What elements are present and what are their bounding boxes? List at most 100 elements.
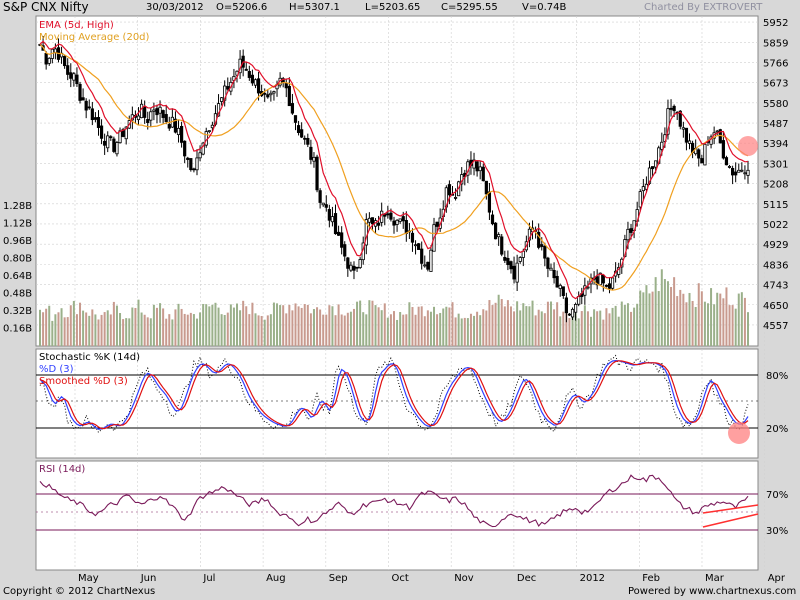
x-tick-label: Jun (140, 573, 157, 584)
candle-body (158, 106, 162, 114)
volume-bar (312, 309, 315, 346)
candle-body (96, 117, 101, 128)
candle-body (558, 284, 562, 289)
volume-bar (626, 303, 629, 346)
volume-bar (737, 293, 740, 346)
volume-bar (205, 304, 208, 346)
volume-bar (365, 314, 368, 346)
candle-body (146, 119, 150, 123)
candle-body (447, 184, 452, 196)
rsi-legend: RSI (14d) (39, 464, 85, 475)
stoch-highlight-marker (728, 422, 750, 444)
volume-bar (399, 312, 402, 346)
volume-bar (214, 302, 217, 346)
volume-bar (162, 308, 165, 346)
volume-bar (473, 315, 476, 346)
candle-body (453, 197, 458, 199)
volume-bar (500, 299, 503, 346)
candle-body (395, 219, 399, 225)
volume-bar (488, 300, 491, 346)
volume-bar (509, 306, 512, 346)
volume-bar (685, 302, 688, 346)
candle-body (734, 171, 738, 176)
volume-bar (436, 314, 439, 346)
candle-body (290, 103, 295, 114)
volume-bar (568, 318, 571, 346)
candle-body (349, 264, 353, 271)
price-panel (35, 15, 759, 347)
candle-body (687, 140, 692, 144)
volume-bar (226, 312, 229, 346)
volume-bar (516, 301, 519, 346)
volume-bar (343, 315, 346, 346)
candle-body (189, 158, 193, 171)
volume-bar (42, 312, 45, 346)
candle-body (420, 248, 424, 264)
volume-bar (574, 313, 577, 346)
candle-body (512, 265, 516, 280)
candle-body (106, 135, 110, 149)
volume-bar (245, 306, 248, 346)
volume-bar (257, 315, 260, 346)
candle-body (654, 160, 658, 168)
rsi-panel (35, 460, 759, 571)
volume-bar (137, 299, 140, 346)
candle-body (226, 86, 230, 90)
candle-body (201, 142, 205, 155)
candle-body (518, 257, 522, 262)
volume-bar (605, 308, 608, 346)
volume-bar (91, 309, 94, 346)
candle-body (66, 65, 70, 75)
candle-body (429, 249, 433, 272)
x-tick-label: Feb (642, 573, 660, 584)
volume-bar (396, 319, 399, 346)
volume-bar (691, 300, 694, 346)
volume-bar (66, 317, 69, 346)
price-tick-label: 5487 (763, 119, 788, 130)
volume-bar (525, 306, 528, 346)
candle-body (90, 108, 94, 121)
rsi-70-label: 70% (766, 490, 788, 501)
volume-bar (146, 317, 149, 346)
stoch-80-label: 80% (766, 371, 788, 382)
volume-bar (328, 305, 331, 346)
candle-body (586, 286, 590, 289)
candle-body (598, 272, 602, 286)
volume-bar (522, 303, 525, 346)
date-readout: 30/03/2012 (146, 2, 204, 13)
candle-body (484, 180, 488, 195)
volume-bar (722, 298, 725, 346)
x-tick-label: 2012 (580, 573, 605, 584)
candle-body (650, 166, 655, 170)
volume-bar (651, 291, 654, 346)
volume-bar (565, 307, 568, 346)
candle-body (435, 221, 439, 227)
volume-bar (359, 300, 362, 346)
candle-body (72, 73, 76, 81)
volume-bar (577, 318, 580, 346)
volume-bar (103, 312, 106, 346)
volume-bar (75, 314, 78, 346)
volume-bar (97, 319, 100, 346)
candle-body (672, 105, 676, 112)
volume-bar (448, 307, 451, 346)
candle-body (681, 127, 685, 130)
price-tick-label: 4929 (763, 240, 788, 251)
powered-by-link[interactable]: Powered by www.chartnexus.com (628, 586, 797, 597)
candle-body (109, 136, 113, 139)
candle-body (256, 78, 261, 94)
volume-bar (666, 281, 669, 346)
volume-bar (174, 309, 177, 346)
candle-body (715, 130, 719, 133)
candle-body (167, 124, 171, 129)
candle-body (210, 124, 214, 129)
volume-bar (325, 314, 328, 346)
candle-body (287, 85, 291, 107)
volume-bar (282, 305, 285, 346)
candle-body (343, 244, 347, 257)
candle-body (574, 304, 578, 313)
ema-legend: EMA (5d, High) (39, 20, 114, 31)
candle-body (346, 257, 350, 269)
volume-bar (402, 314, 405, 346)
volume-bar (429, 311, 432, 346)
